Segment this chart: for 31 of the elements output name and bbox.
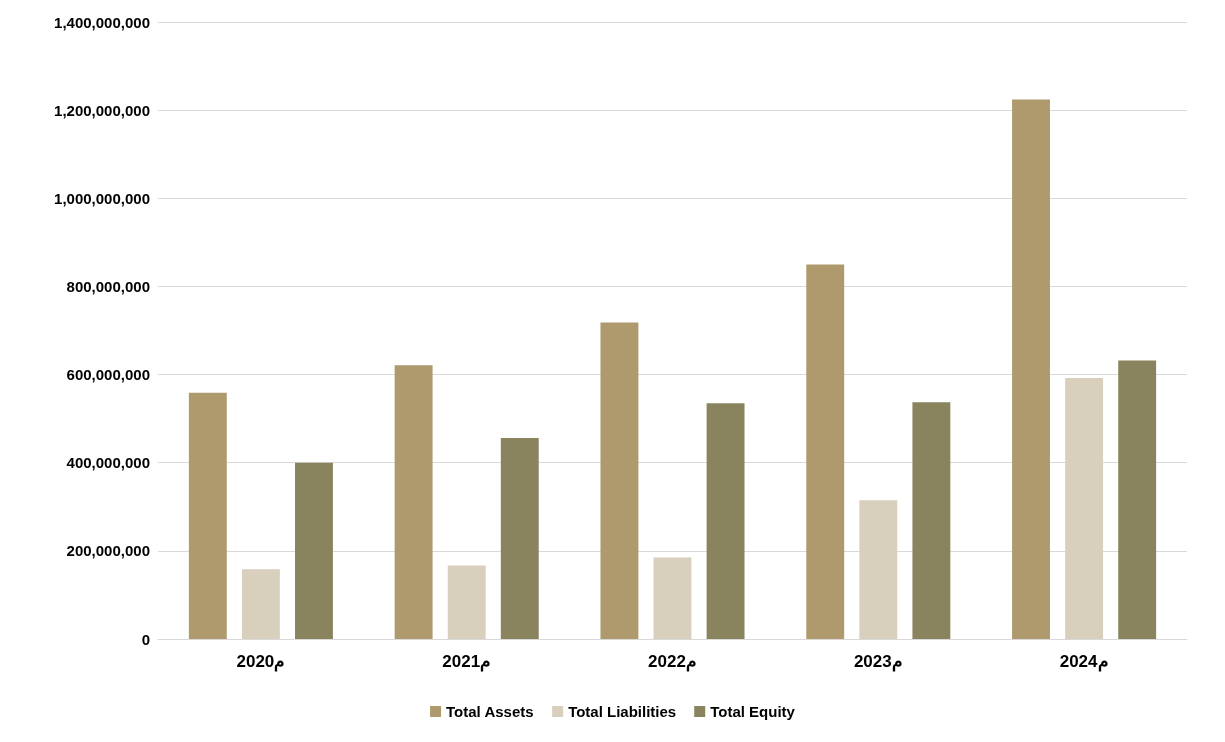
- y-tick-label: 0: [141, 630, 150, 648]
- x-tick-label: 2024م: [1059, 652, 1109, 672]
- bar: [188, 392, 227, 639]
- bar: [1118, 360, 1157, 639]
- bar: [447, 565, 486, 639]
- bar: [241, 569, 280, 639]
- bar: [1065, 378, 1104, 639]
- x-tick-label: 2022م: [648, 652, 697, 672]
- x-tick-label: 2021م: [442, 652, 492, 672]
- bar: [706, 403, 745, 639]
- y-tick-label: 600,000,000: [66, 366, 150, 384]
- x-tick-label: 2023م: [853, 652, 903, 672]
- bar: [500, 438, 539, 639]
- bar: [806, 264, 845, 639]
- bar: [1012, 99, 1050, 639]
- bar: [600, 322, 639, 639]
- bar: [295, 462, 333, 639]
- bar: [653, 557, 692, 639]
- bar: [859, 500, 898, 639]
- legend-label: Total Equity: [710, 703, 796, 720]
- x-tick-label: 2020م: [236, 652, 286, 672]
- y-tick-label: 1,400,000,000: [54, 13, 150, 31]
- legend-label: Total Assets: [446, 703, 534, 720]
- bar: [912, 402, 951, 639]
- y-tick-label: 1,200,000,000: [54, 101, 150, 119]
- legend-label: Total Liabilities: [568, 703, 677, 720]
- y-tick-label: 400,000,000: [66, 454, 150, 472]
- y-tick-label: 200,000,000: [66, 542, 150, 560]
- y-tick-label: 1,000,000,000: [54, 189, 150, 207]
- bar: [394, 365, 433, 639]
- y-tick-label: 800,000,000: [66, 277, 150, 295]
